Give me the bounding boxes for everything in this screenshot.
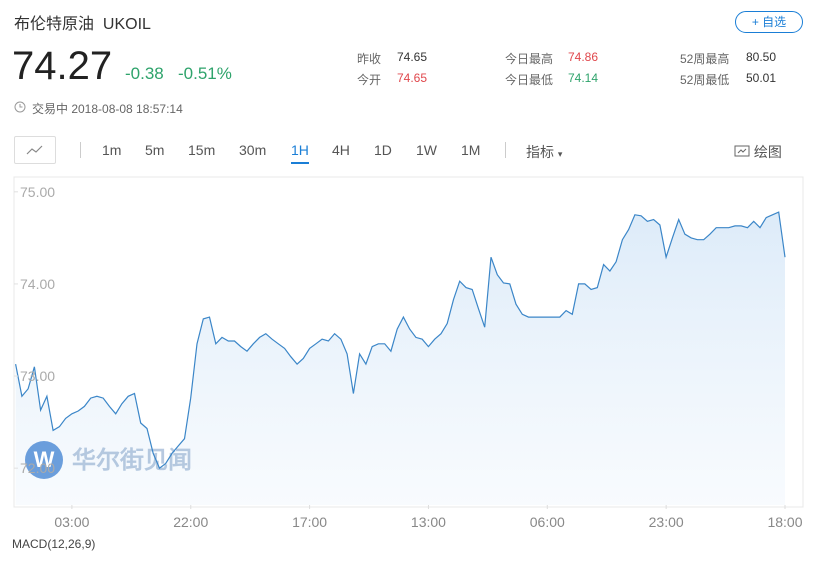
- plot-frame: [13, 176, 804, 508]
- instrument-title: 布伦特原油 UKOIL: [14, 10, 151, 34]
- period-tab[interactable]: 5m: [145, 142, 165, 158]
- y-tick-label: 73.00: [20, 368, 55, 384]
- x-tick-label: 17:00: [292, 514, 327, 530]
- watch-button[interactable]: + 自选: [735, 11, 803, 33]
- stat-label: 52周最高: [680, 52, 730, 66]
- stat-value: 50.01: [746, 71, 777, 85]
- y-tick-label: 74.00: [20, 276, 55, 292]
- clock-icon: [14, 101, 26, 113]
- change: -0.38: [125, 64, 164, 83]
- chart-type-button[interactable]: [14, 136, 56, 164]
- stat-value: 74.65: [397, 50, 428, 64]
- watermark-group: W 华尔街见闻: [25, 441, 192, 479]
- x-tick-label: 03:00: [54, 514, 89, 530]
- x-tick-label: 22:00: [173, 514, 208, 530]
- period-tab[interactable]: 1M: [461, 142, 481, 158]
- indicator-menu[interactable]: 指标 ▾: [526, 144, 563, 160]
- x-tick-label: 23:00: [649, 514, 684, 530]
- stat-label: 52周最低: [680, 73, 730, 87]
- draw-button[interactable]: 绘图: [734, 142, 782, 162]
- price-line: [15, 211, 786, 470]
- stat-value: 74.14: [568, 71, 599, 85]
- change-pct: -0.51%: [178, 64, 232, 83]
- x-tick-label: 06:00: [530, 514, 565, 530]
- stat-label: 昨收: [357, 52, 382, 66]
- indicator-label: MACD(12,26,9): [12, 537, 95, 551]
- y-tick-label: 75.00: [20, 184, 55, 200]
- draw-label: 绘图: [753, 144, 782, 160]
- period-tab[interactable]: 15m: [188, 142, 216, 158]
- period-tab[interactable]: 30m: [239, 142, 267, 158]
- period-tab[interactable]: 1H: [291, 142, 309, 164]
- stat-value: 74.86: [568, 50, 599, 64]
- area: [15, 212, 786, 505]
- price: 74.27: [12, 44, 113, 88]
- instrument-name: 布伦特原油: [14, 16, 95, 33]
- x-tick-label: 18:00: [767, 514, 802, 530]
- watermark-logo-mark: W: [34, 447, 55, 472]
- divider: [505, 142, 506, 158]
- period-tab[interactable]: 4H: [332, 142, 350, 158]
- stat-label: 今开: [357, 73, 382, 87]
- watermark: 华尔街见闻: [72, 446, 192, 474]
- watermark-logo: [25, 441, 63, 479]
- period-tab[interactable]: 1W: [416, 142, 437, 158]
- stat-value: 74.65: [397, 71, 428, 85]
- period-tab[interactable]: 1D: [374, 142, 392, 158]
- divider: [80, 142, 81, 158]
- x-tick-label: 13:00: [411, 514, 446, 530]
- stat-label: 今日最低: [505, 73, 554, 87]
- y-tick-label: 72.00: [20, 460, 55, 476]
- instrument-code: UKOIL: [102, 16, 151, 33]
- status: 交易中 2018-08-08 18:57:14: [32, 102, 183, 116]
- stat-value: 80.50: [746, 50, 777, 64]
- indicator-label: 指标: [526, 144, 554, 160]
- period-tab[interactable]: 1m: [102, 142, 122, 158]
- stat-label: 今日最高: [505, 52, 554, 66]
